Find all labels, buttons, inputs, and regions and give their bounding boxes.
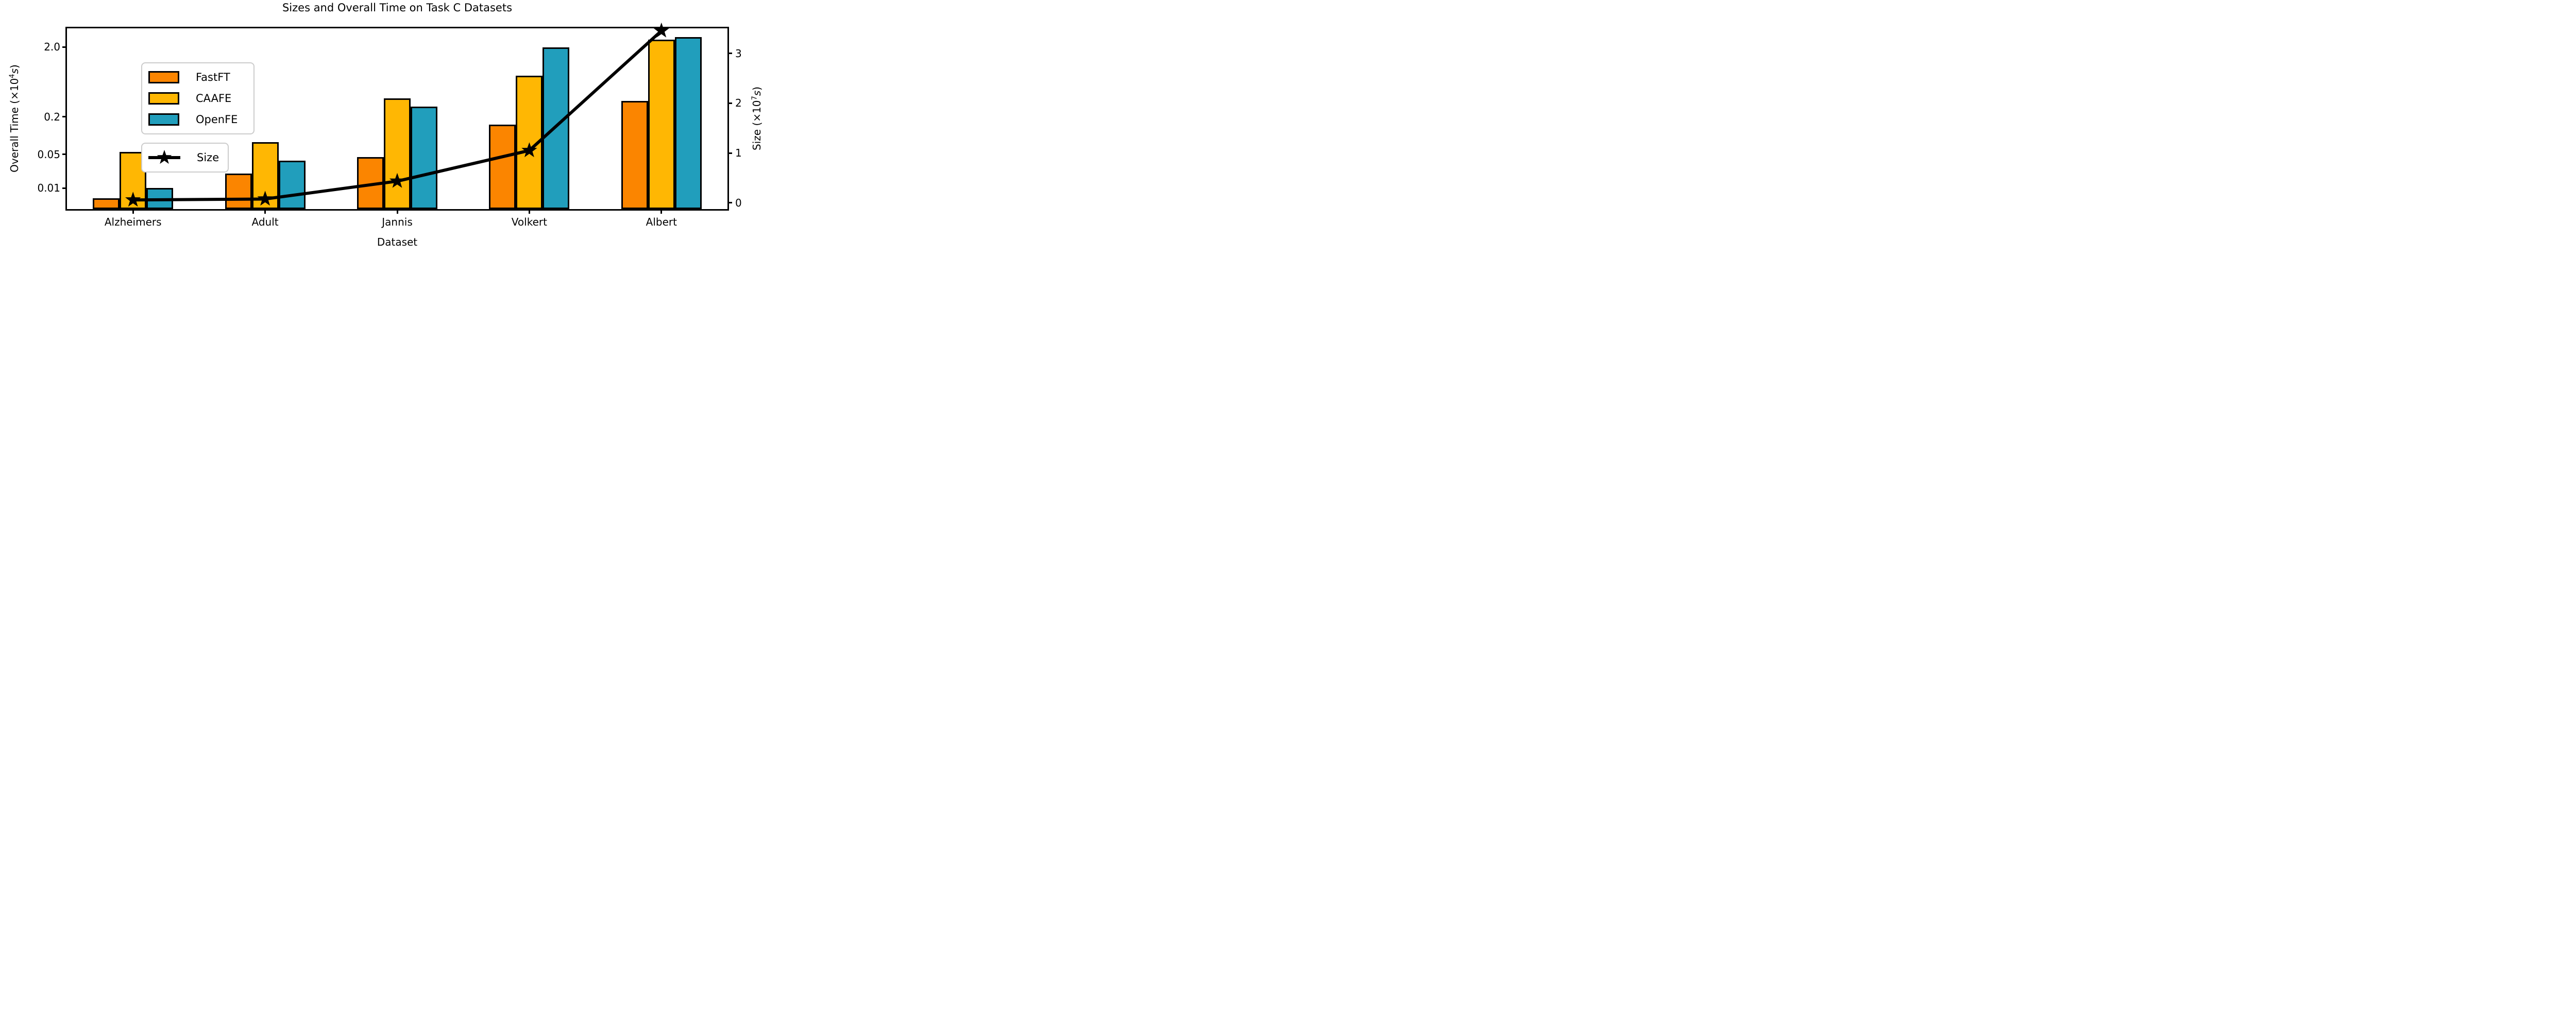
- bar-caafe-adult: [251, 142, 279, 209]
- bar-fastft-volkert: [489, 125, 516, 209]
- x-tick-alzheimers: [132, 211, 134, 214]
- bar-fastft-adult: [225, 173, 252, 209]
- y-left-label-close: ): [8, 64, 21, 68]
- x-tick-label-alzheimers: Alzheimers: [104, 216, 162, 228]
- bar-fastft-alzheimers: [93, 198, 120, 209]
- bar-openfe-volkert: [543, 47, 570, 209]
- legend-swatch-openfe: [148, 113, 179, 126]
- x-axis-label: Dataset: [377, 236, 418, 248]
- bar-fastft-albert: [621, 100, 648, 209]
- y-left-tick-0.05: [62, 153, 65, 156]
- y-left-tick-label-0.01: 0.01: [37, 182, 60, 195]
- bar-openfe-jannis: [411, 107, 437, 209]
- star-marker-albert: [653, 22, 669, 38]
- plot-inner: FastFT CAAFE OpenFE Size: [67, 22, 727, 209]
- x-tick-albert: [660, 211, 663, 214]
- x-tick-label-jannis: Jannis: [382, 216, 413, 228]
- y-right-label-close: ): [751, 87, 763, 91]
- chart-title: Sizes and Overall Time on Task C Dataset…: [282, 2, 513, 14]
- x-tick-volkert: [528, 211, 530, 214]
- y-left-label-unit: s: [8, 68, 21, 74]
- star-icon-shape: [157, 150, 172, 164]
- y-right-tick-0: [729, 202, 732, 204]
- legend-item-fastft: FastFT: [148, 67, 253, 87]
- legend-bars-box: FastFT CAAFE OpenFE: [141, 62, 255, 134]
- x-tick-label-albert: Albert: [646, 216, 677, 228]
- x-tick-jannis: [396, 211, 398, 214]
- bar-caafe-volkert: [516, 75, 543, 209]
- x-tick-adult: [264, 211, 266, 214]
- bar-caafe-jannis: [384, 98, 411, 209]
- y-right-label-unit: s: [751, 90, 763, 96]
- x-tick-label-volkert: Volkert: [511, 216, 547, 228]
- y-right-tick-3: [729, 53, 732, 55]
- y-right-tick-label-0: 0: [735, 196, 742, 209]
- y-right-tick-label-3: 3: [735, 47, 742, 60]
- y-right-tick-label-2: 2: [735, 97, 742, 110]
- y-left-tick-label-0.2: 0.2: [44, 110, 60, 123]
- star-icon: [157, 150, 172, 164]
- bar-caafe-albert: [648, 39, 675, 209]
- bar-openfe-albert: [674, 37, 702, 209]
- y-right-tick-label-1: 1: [735, 147, 742, 160]
- bar-fastft-jannis: [357, 157, 384, 209]
- y-left-tick-label-2.0: 2.0: [44, 41, 60, 53]
- bar-openfe-alzheimers: [146, 187, 174, 209]
- chart-page: { "title": "Sizes and Overall Time on Ta…: [0, 0, 773, 258]
- y-left-tick-0.2: [62, 116, 65, 117]
- y-right-tick-1: [729, 152, 732, 154]
- legend-label-openfe: OpenFE: [196, 113, 238, 126]
- legend-size-box: Size: [141, 143, 229, 173]
- legend-label-size: Size: [197, 151, 219, 164]
- y-left-label-exponent: 4: [8, 74, 16, 78]
- legend-item-caafe: CAAFE: [148, 89, 253, 108]
- bar-openfe-adult: [278, 160, 306, 209]
- y-left-tick-0.01: [62, 187, 65, 189]
- legend-swatch-fastft: [148, 71, 179, 83]
- x-tick-label-adult: Adult: [251, 216, 279, 228]
- legend-item-openfe: OpenFE: [148, 110, 253, 129]
- legend-label-caafe: CAAFE: [196, 92, 232, 105]
- y-left-tick-label-0.05: 0.05: [37, 148, 60, 161]
- legend-swatch-caafe: [148, 92, 179, 105]
- y-right-tick-2: [729, 102, 732, 104]
- size-line-handle: [148, 150, 180, 164]
- plot-area: FastFT CAAFE OpenFE Size: [65, 22, 729, 211]
- y-left-tick-2.0: [62, 46, 65, 48]
- legend-label-fastft: FastFT: [196, 71, 230, 83]
